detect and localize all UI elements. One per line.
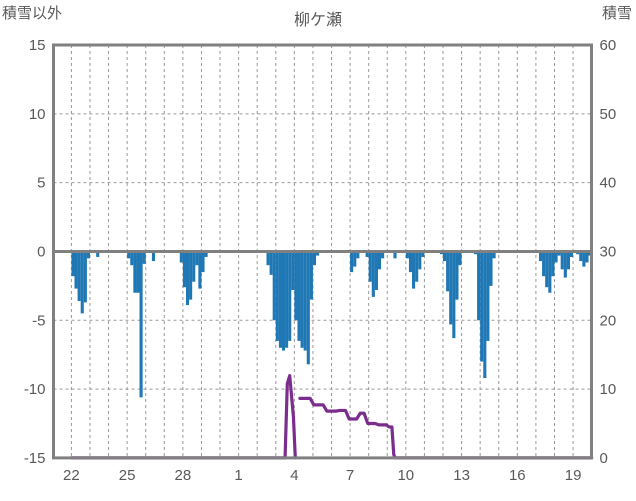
svg-text:50: 50: [600, 106, 617, 123]
svg-text:16: 16: [509, 467, 526, 484]
svg-text:13: 13: [453, 467, 470, 484]
svg-text:-10: -10: [24, 381, 46, 398]
svg-text:30: 30: [600, 243, 617, 260]
svg-text:40: 40: [600, 175, 617, 192]
svg-text:4: 4: [290, 467, 298, 484]
svg-text:15: 15: [29, 37, 46, 54]
svg-text:10: 10: [397, 467, 414, 484]
svg-text:60: 60: [600, 37, 617, 54]
svg-text:28: 28: [175, 467, 192, 484]
svg-text:22: 22: [63, 467, 80, 484]
svg-text:10: 10: [29, 106, 46, 123]
svg-text:1: 1: [234, 467, 242, 484]
svg-text:-15: -15: [24, 450, 46, 467]
svg-text:20: 20: [600, 312, 617, 329]
svg-text:0: 0: [600, 450, 608, 467]
svg-text:-5: -5: [32, 312, 45, 329]
svg-text:19: 19: [565, 467, 582, 484]
svg-text:5: 5: [37, 175, 45, 192]
svg-text:10: 10: [600, 381, 617, 398]
svg-text:25: 25: [119, 467, 136, 484]
svg-text:7: 7: [346, 467, 354, 484]
svg-text:0: 0: [37, 243, 45, 260]
